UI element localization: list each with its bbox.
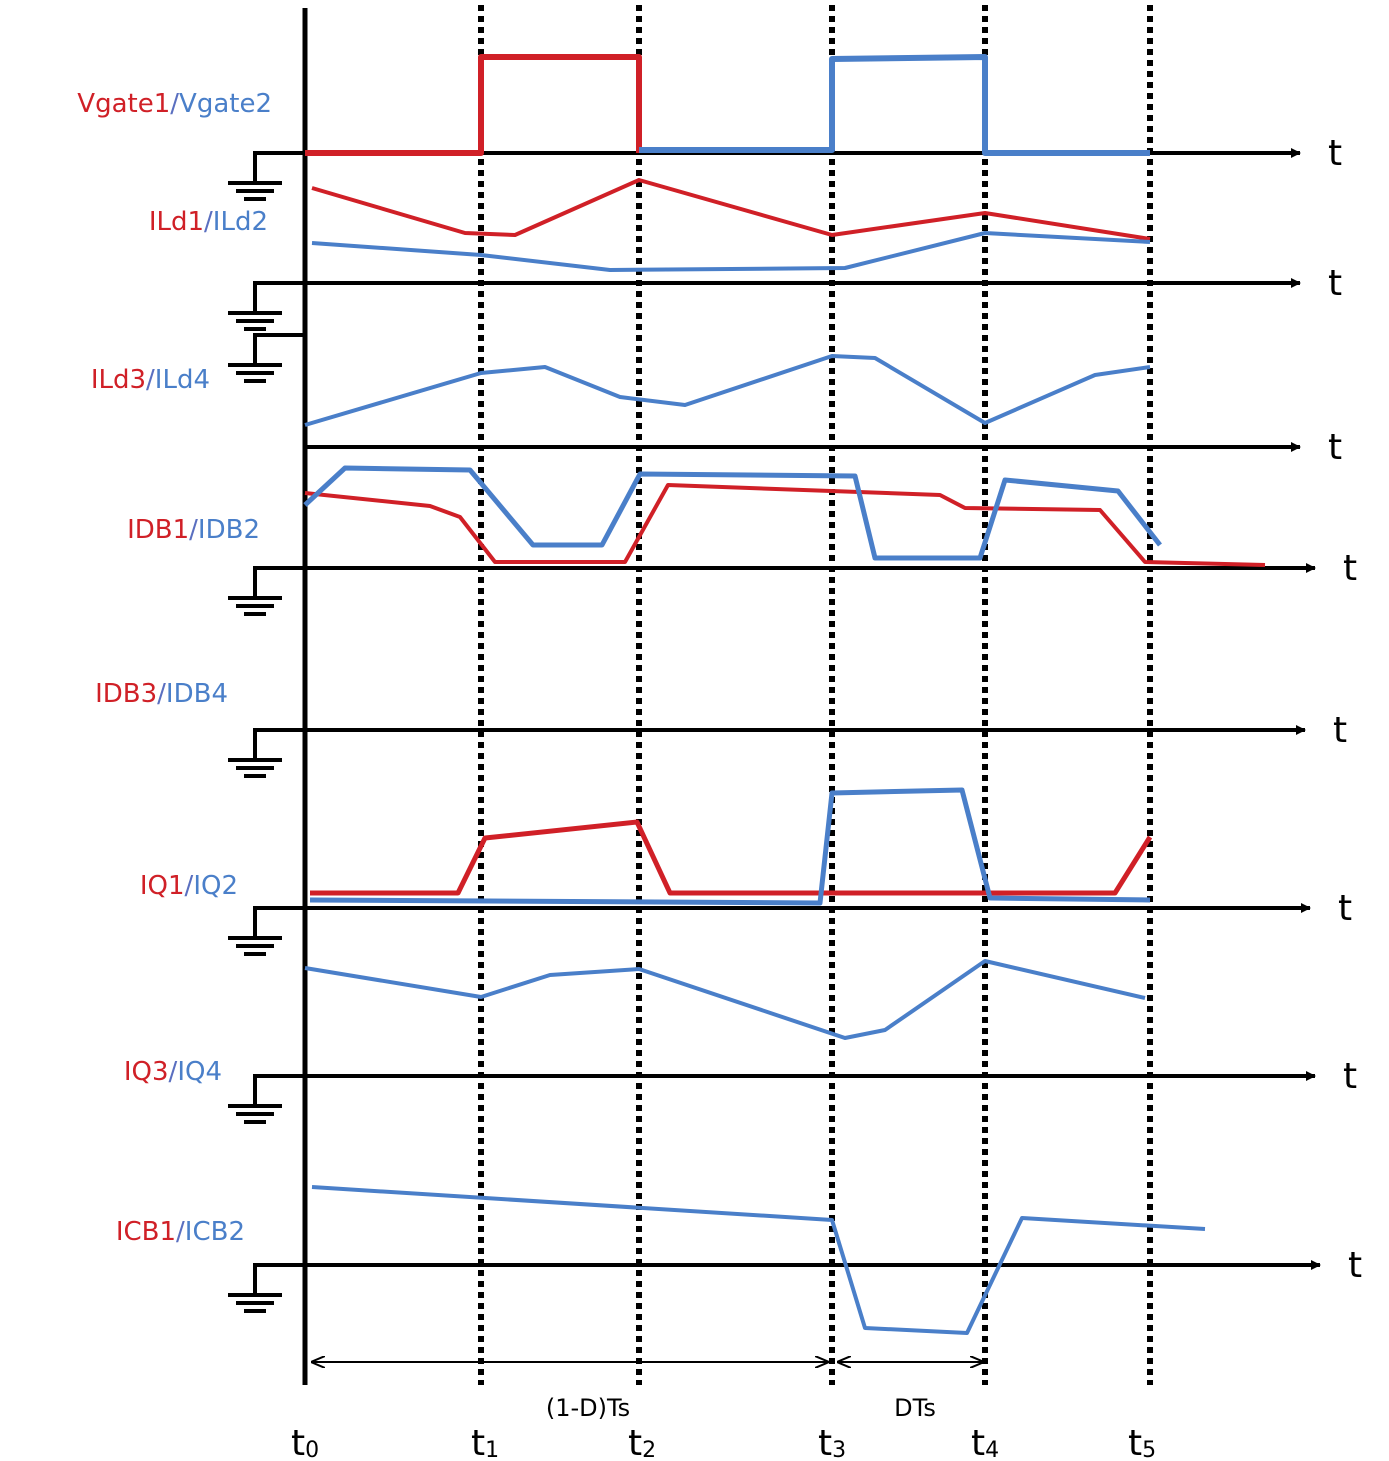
waveform-iq2: [309, 787, 1151, 906]
signal-label-separator: /: [189, 515, 198, 545]
signal-label-separator: /: [169, 1057, 178, 1087]
signal-label: IDB3/IDB4: [95, 679, 228, 709]
time-axis-label: t: [1348, 1245, 1362, 1286]
waveform-iq4: [304, 959, 1146, 1040]
time-mark-sub: 2: [642, 1438, 656, 1461]
ground-icon: [228, 906, 305, 956]
ground-wire: [253, 281, 305, 313]
signal-label-red: Vgate1: [77, 89, 170, 119]
ground-wire: [253, 151, 305, 183]
time-mark-sub: 4: [985, 1438, 999, 1461]
signal-label-blue: ICB2: [185, 1217, 245, 1247]
signal-label: IDB1/IDB2: [127, 515, 260, 545]
waveform-ild2: [311, 231, 1151, 272]
time-mark-t4: t4: [971, 1423, 999, 1461]
signal-label-red: IDB1: [127, 515, 189, 545]
time-mark-base: t: [971, 1423, 985, 1461]
signal-label-red: ILd1: [149, 207, 204, 237]
ground-wire: [253, 1263, 305, 1295]
time-axis-label: t: [1328, 427, 1342, 468]
signal-label: ICB1/ICB2: [116, 1217, 245, 1247]
waveform-ild4: [304, 354, 1151, 427]
signal-label-separator: /: [157, 679, 166, 709]
time-axis-label: t: [1343, 548, 1357, 589]
signal-label: Vgate1/Vgate2: [77, 89, 272, 119]
signal-label-red: IDB3: [95, 679, 157, 709]
time-axis-label: t: [1328, 263, 1342, 304]
signal-label-separator: /: [146, 365, 155, 395]
waveform-ild1: [311, 178, 1151, 241]
signal-label-blue: ILd2: [213, 207, 268, 237]
signal-label-blue: IDB4: [166, 679, 228, 709]
time-mark-t5: t5: [1128, 1423, 1156, 1461]
signal-label-separator: /: [176, 1217, 185, 1247]
signal-label: IQ3/IQ4: [124, 1057, 222, 1087]
signal-label-blue: ILd4: [155, 365, 210, 395]
waveform-idb1: [304, 483, 1266, 567]
time-axis-label: t: [1343, 1056, 1357, 1097]
time-mark-base: t: [628, 1423, 642, 1461]
ground-icon: [228, 728, 305, 778]
signal-label-red: IQ3: [124, 1057, 169, 1087]
signal-label-blue: Vgate2: [179, 89, 272, 119]
ground-wire: [253, 333, 305, 365]
time-mark-base: t: [471, 1423, 485, 1461]
signal-label-blue: IDB2: [198, 515, 260, 545]
time-axis-label: t: [1338, 888, 1352, 929]
ground-wire: [253, 1074, 305, 1106]
time-mark-base: t: [818, 1423, 832, 1461]
time-mark-t3: t3: [818, 1423, 846, 1461]
time-mark-t1: t1: [471, 1423, 499, 1461]
interval-label-off: (1-D)Ts: [546, 1394, 630, 1422]
waveform-idb2: [303, 465, 1162, 561]
signal-label-red: IQ1: [140, 871, 185, 901]
waveform-icb2: [311, 1185, 1206, 1335]
ground-icon: [228, 281, 305, 331]
time-mark-t2: t2: [628, 1423, 656, 1461]
time-mark-sub: 5: [1142, 1438, 1156, 1461]
signal-label-red: ILd3: [91, 365, 146, 395]
ground-icon: [228, 566, 305, 616]
time-mark-base: t: [291, 1423, 305, 1461]
ground-icon: [228, 1263, 305, 1313]
signal-label: ILd1/ILd2: [149, 207, 268, 237]
time-mark-sub: 0: [305, 1438, 319, 1461]
time-axis-label: t: [1333, 710, 1347, 751]
time-axis-label: t: [1328, 133, 1342, 174]
waveform-vgate2: [639, 54, 1150, 156]
ground-icon: [228, 1074, 305, 1124]
time-mark-sub: 3: [832, 1438, 846, 1461]
signal-label-separator: /: [185, 871, 194, 901]
time-mark-t0: t0: [291, 1423, 319, 1461]
signal-label: IQ1/IQ2: [140, 871, 238, 901]
time-mark-base: t: [1128, 1423, 1142, 1461]
signal-label-separator: /: [170, 89, 179, 119]
ground-icon: [228, 151, 305, 201]
interval-label-on: DTs: [894, 1394, 936, 1422]
signal-label: ILd3/ILd4: [91, 365, 210, 395]
ground-wire: [253, 906, 305, 938]
signal-label-separator: /: [204, 207, 213, 237]
ground-wire: [253, 728, 305, 760]
signal-label-blue: IQ4: [177, 1057, 222, 1087]
waveform-vgate1: [305, 54, 642, 156]
signal-label-blue: IQ2: [193, 871, 238, 901]
ground-wire: [253, 566, 305, 598]
ground-icon: [228, 333, 305, 383]
time-mark-sub: 1: [485, 1438, 499, 1461]
waveform-iq1: [310, 819, 1153, 896]
signal-label-red: ICB1: [116, 1217, 176, 1247]
